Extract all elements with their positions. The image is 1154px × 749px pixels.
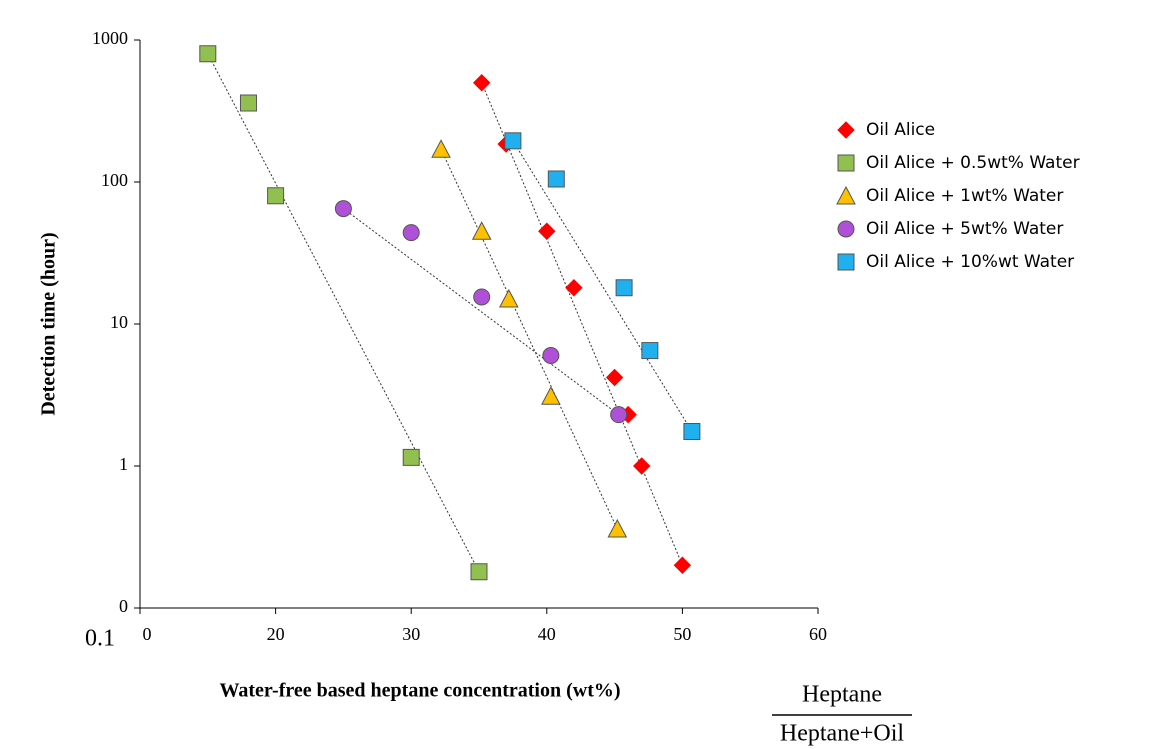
x-tick-label: 30	[402, 624, 420, 644]
y-tick-label: 100	[101, 170, 128, 190]
trend-line	[512, 140, 693, 432]
legend-marker	[837, 121, 855, 139]
point	[431, 139, 451, 158]
point	[641, 342, 659, 360]
trend-line	[481, 82, 683, 566]
y-tick-label: 1000	[92, 28, 128, 48]
legend-label: Oil Alice + 10%wt Water	[866, 252, 1074, 272]
trend-line	[343, 208, 619, 416]
annotation: Heptane	[802, 682, 882, 708]
point	[542, 347, 560, 365]
x-tick-label: 0	[143, 624, 152, 644]
point	[470, 563, 488, 581]
point	[683, 422, 701, 440]
point	[504, 132, 522, 150]
point	[471, 221, 492, 240]
point	[499, 288, 519, 308]
point	[607, 518, 628, 538]
point	[267, 187, 285, 205]
x-tick-label: 50	[673, 624, 691, 644]
legend-label: Oil Alice + 1wt% Water	[866, 186, 1063, 206]
x-tick-label: 60	[809, 624, 827, 644]
point	[633, 457, 651, 475]
point	[402, 448, 420, 466]
x-axis-title: Water-free based heptane concentration (…	[219, 680, 620, 702]
y-tick-label: 0	[119, 596, 128, 616]
legend-marker	[837, 220, 855, 238]
point	[199, 45, 217, 63]
point	[402, 224, 420, 242]
point	[473, 288, 491, 306]
trend-line	[207, 53, 480, 572]
y-axis-title: Detection time (hour)	[38, 232, 60, 415]
legend-marker	[837, 253, 855, 271]
annotation: Heptane+Oil	[780, 721, 904, 747]
point	[615, 279, 633, 297]
trend-line	[440, 149, 618, 530]
x-tick-label: 40	[538, 624, 556, 644]
point	[610, 406, 628, 424]
legend-marker	[837, 154, 855, 172]
point	[239, 94, 257, 112]
point	[473, 74, 491, 92]
annotation: 0.1	[85, 626, 115, 652]
legend-label: Oil Alice + 5wt% Water	[866, 219, 1063, 239]
x-tick-label: 20	[267, 624, 285, 644]
point	[605, 368, 624, 387]
legend-label: Oil Alice + 0.5wt% Water	[866, 153, 1080, 173]
point	[673, 556, 692, 574]
legend-label: Oil Alice	[866, 120, 935, 140]
y-tick-label: 1	[119, 454, 128, 474]
point	[565, 279, 583, 297]
point	[538, 222, 556, 240]
point	[541, 386, 561, 405]
legend-marker	[836, 185, 856, 205]
y-tick-label: 10	[110, 312, 128, 332]
point	[547, 170, 565, 188]
point	[334, 200, 352, 218]
